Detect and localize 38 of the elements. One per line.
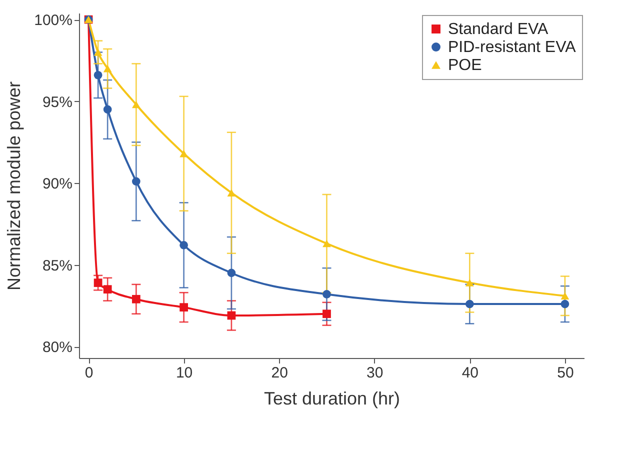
point — [180, 303, 188, 312]
point — [227, 268, 236, 278]
x-tick-label: 10 — [176, 364, 193, 382]
y-tick-label: 100% — [34, 12, 72, 30]
point — [94, 48, 102, 56]
point — [132, 100, 140, 108]
x-tick-label: 20 — [271, 364, 288, 382]
point — [322, 240, 331, 248]
x-axis-title: Test duration (hr) — [264, 388, 400, 408]
x-tick-label: 40 — [462, 364, 479, 382]
legend-label: Standard EVA — [448, 21, 549, 38]
point — [560, 292, 570, 300]
point — [94, 70, 102, 80]
point — [465, 279, 474, 286]
point — [227, 311, 236, 320]
point — [103, 105, 112, 114]
point — [322, 310, 331, 318]
point — [132, 294, 140, 304]
x-tick-label: 30 — [366, 364, 384, 382]
y-axis-title: Normalized module power — [4, 81, 24, 291]
legend-label: POE — [448, 57, 482, 74]
point — [465, 300, 474, 308]
x-tick-label: 50 — [557, 364, 574, 382]
point — [103, 64, 112, 72]
y-tick-label: 80% — [42, 339, 72, 356]
point — [227, 189, 236, 196]
y-tick-label: 90% — [42, 176, 72, 193]
x-tick-label: 0 — [84, 364, 94, 382]
point — [103, 285, 112, 294]
point — [180, 241, 188, 250]
y-tick-label: 85% — [42, 257, 72, 274]
legend-label: PID-resistant EVA — [448, 39, 576, 56]
point — [322, 290, 331, 298]
point — [560, 300, 570, 308]
point — [132, 177, 140, 186]
point — [94, 278, 102, 287]
y-tick-label: 95% — [42, 94, 72, 111]
point — [180, 150, 188, 158]
